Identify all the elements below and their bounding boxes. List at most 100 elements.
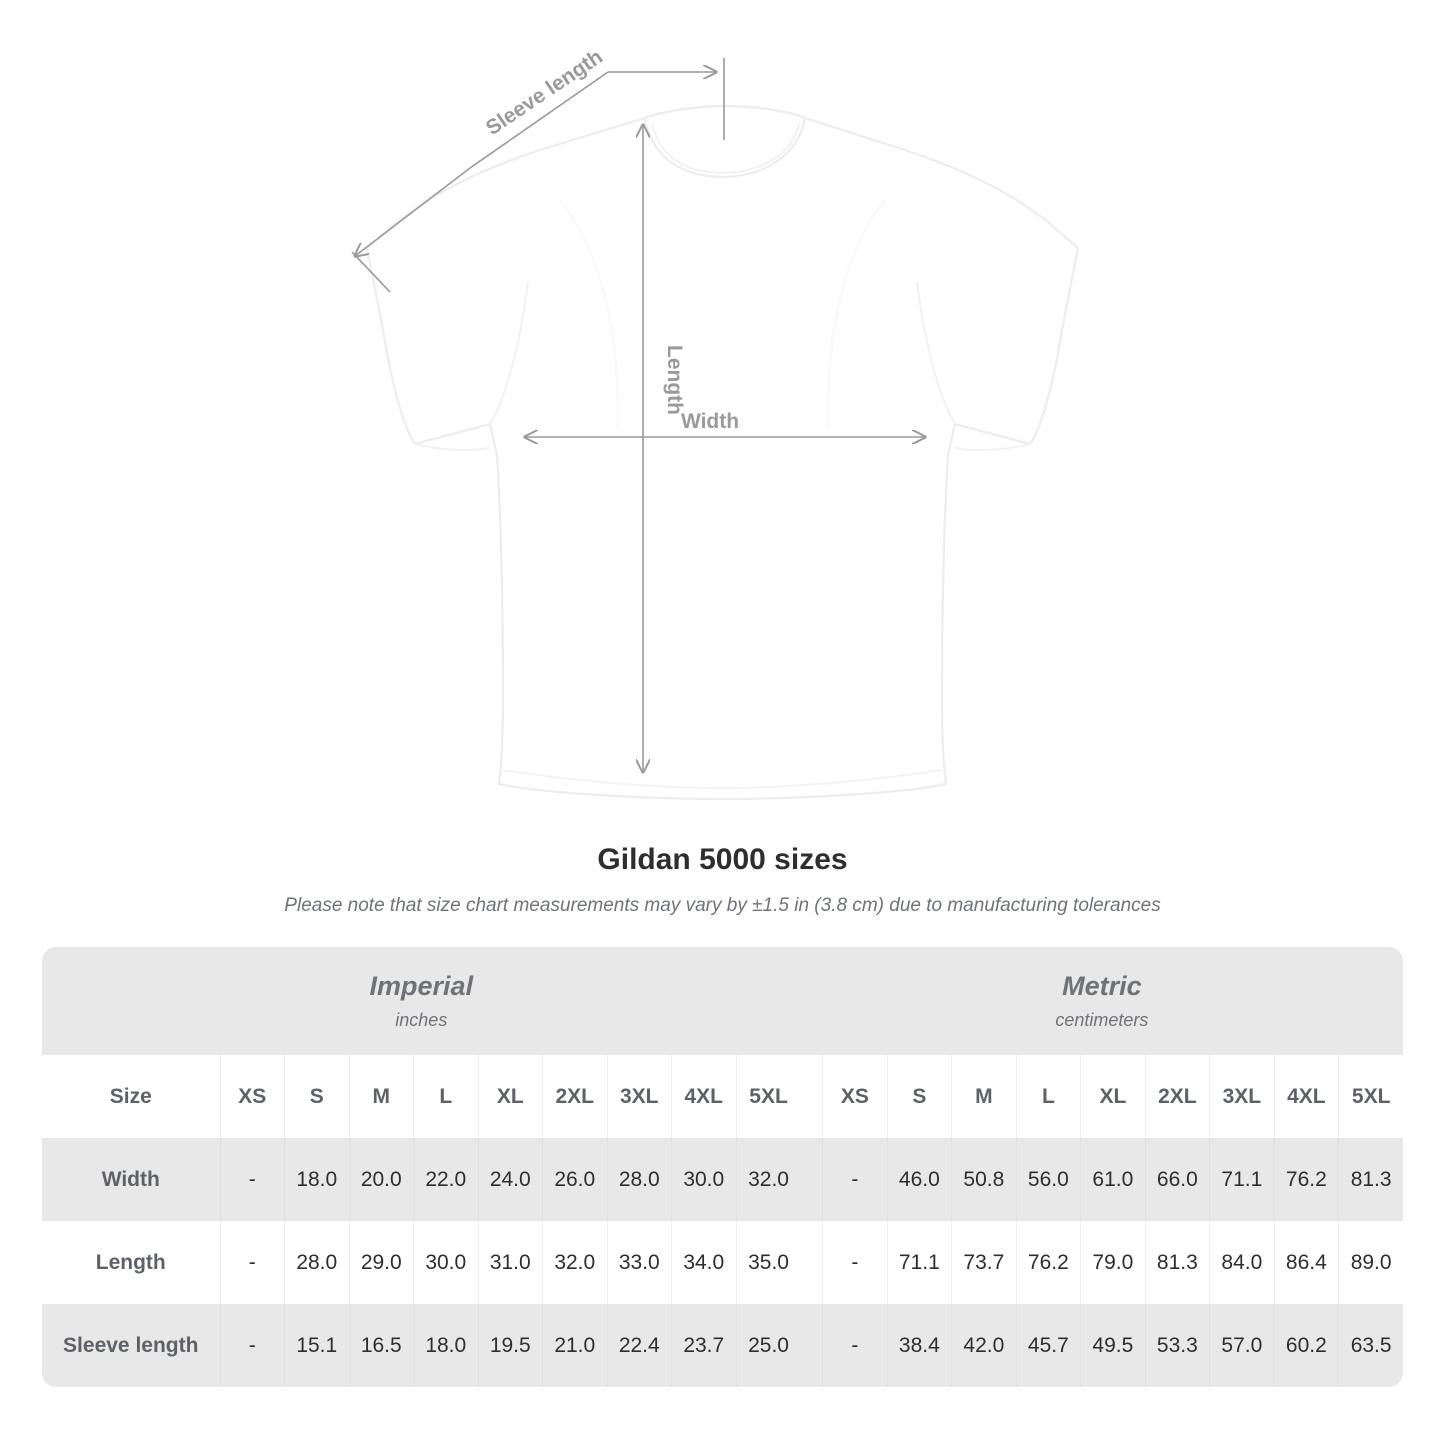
- cell-imperial-width-2xl: 26.0: [542, 1138, 607, 1221]
- cell-imperial-length-4xl: 34.0: [671, 1221, 736, 1304]
- size-header-imperial-xs: XS: [219, 1055, 285, 1138]
- cell-metric-length-m: 73.7: [951, 1221, 1017, 1304]
- cell-imperial-sleeve-length-2xl: 21.0: [542, 1304, 607, 1387]
- cell-metric-width-l: 56.0: [1015, 1138, 1081, 1221]
- unit-divider-spacer: [800, 1304, 823, 1387]
- size-header-metric-5xl: 5XL: [1338, 1055, 1404, 1138]
- cell-metric-length-xs: -: [822, 1221, 888, 1304]
- cell-imperial-width-4xl: 30.0: [671, 1138, 736, 1221]
- cell-metric-sleeve-length-5xl: 63.5: [1338, 1304, 1404, 1387]
- size-header-row: Size XS S M L XL 2XL 3XL 4XL 5XL XS S M L XL 2XL 3XL 4XL 5…: [42, 1055, 1404, 1138]
- unit-divider-spacer: [800, 1221, 823, 1304]
- table-row: Sleeve length -15.1 16.5 18.0 19.5 21.0 22.4 23…: [42, 1304, 1404, 1387]
- cell-imperial-width-3xl: 28.0: [606, 1138, 672, 1221]
- length-label: Length: [663, 345, 686, 415]
- cell-metric-width-s: 46.0: [886, 1138, 952, 1221]
- size-chart-table: Imperial inches Metric centimeters Size XS S M L…: [42, 947, 1404, 1387]
- imperial-unit-name: Imperial: [369, 971, 474, 1001]
- size-chart-table-wrapper: Imperial inches Metric centimeters Size XS S M L…: [42, 947, 1404, 1387]
- size-column-header: Size: [42, 1055, 220, 1138]
- cell-metric-sleeve-length-s: 38.4: [886, 1304, 952, 1387]
- cell-metric-sleeve-length-m: 42.0: [951, 1304, 1017, 1387]
- cell-imperial-length-2xl: 32.0: [542, 1221, 607, 1304]
- metric-unit-sub: centimeters: [1055, 1010, 1149, 1030]
- size-header-metric-xl: XL: [1080, 1055, 1146, 1138]
- cell-metric-length-xl: 79.0: [1080, 1221, 1146, 1304]
- cell-imperial-width-xl: 24.0: [477, 1138, 543, 1221]
- size-header-metric-l: L: [1015, 1055, 1081, 1138]
- page-title: Gildan 5000 sizes: [597, 843, 848, 876]
- unit-divider-spacer: [800, 1138, 823, 1221]
- size-header-metric-3xl: 3XL: [1209, 1055, 1275, 1138]
- cell-imperial-sleeve-length-xl: 19.5: [477, 1304, 543, 1387]
- cell-metric-width-3xl: 71.1: [1209, 1138, 1275, 1221]
- table-row: Width -18.0 20.0 22.0 24.0 26.0 28.0 30.0 32.0-4…: [42, 1138, 1404, 1221]
- cell-imperial-sleeve-length-s: 15.1: [284, 1304, 349, 1387]
- cell-metric-width-5xl: 81.3: [1338, 1138, 1404, 1221]
- cell-imperial-length-xs: -: [219, 1221, 285, 1304]
- cell-imperial-length-3xl: 33.0: [606, 1221, 672, 1304]
- cell-metric-length-4xl: 86.4: [1273, 1221, 1339, 1304]
- cell-metric-length-3xl: 84.0: [1209, 1221, 1275, 1304]
- tshirt-diagram: Sleeve length Length Width: [351, 45, 1080, 801]
- size-header-imperial-s: S: [284, 1055, 349, 1138]
- size-header-metric-xs: XS: [822, 1055, 888, 1138]
- size-header-imperial-m: M: [348, 1055, 414, 1138]
- metric-unit-name: Metric: [1062, 971, 1142, 1001]
- cell-imperial-width-l: 22.0: [413, 1138, 478, 1221]
- cell-imperial-length-m: 29.0: [348, 1221, 414, 1304]
- cell-imperial-sleeve-length-4xl: 23.7: [671, 1304, 736, 1387]
- cell-imperial-width-5xl: 32.0: [735, 1138, 801, 1221]
- row-label-sleeve-length: Sleeve length: [42, 1304, 220, 1387]
- size-header-imperial-l: L: [413, 1055, 478, 1138]
- cell-metric-sleeve-length-l: 45.7: [1015, 1304, 1081, 1387]
- cell-metric-length-2xl: 81.3: [1144, 1221, 1210, 1304]
- metric-banner-cell: Metric centimeters: [800, 947, 1404, 1055]
- size-header-metric-2xl: 2XL: [1144, 1055, 1210, 1138]
- size-header-imperial-xl: XL: [477, 1055, 543, 1138]
- cell-imperial-sleeve-length-l: 18.0: [413, 1304, 478, 1387]
- chart-title-block: Gildan 5000 sizes Please note that size …: [0, 840, 1445, 918]
- unit-divider-spacer: [800, 1055, 823, 1138]
- size-header-metric-4xl: 4XL: [1273, 1055, 1339, 1138]
- cell-imperial-length-l: 30.0: [413, 1221, 478, 1304]
- cell-imperial-sleeve-length-m: 16.5: [348, 1304, 414, 1387]
- cell-imperial-width-m: 20.0: [348, 1138, 414, 1221]
- size-header-imperial-2xl: 2XL: [542, 1055, 607, 1138]
- sleeve-length-measure: [351, 58, 725, 293]
- cell-imperial-length-s: 28.0: [284, 1221, 349, 1304]
- size-header-imperial-4xl: 4XL: [671, 1055, 736, 1138]
- row-label-width: Width: [42, 1138, 220, 1221]
- cell-metric-length-l: 76.2: [1015, 1221, 1081, 1304]
- size-header-metric-s: S: [886, 1055, 952, 1138]
- row-label-length: Length: [42, 1221, 220, 1304]
- cell-imperial-width-xs: -: [219, 1138, 285, 1221]
- cell-metric-width-m: 50.8: [951, 1138, 1017, 1221]
- cell-metric-sleeve-length-3xl: 57.0: [1209, 1304, 1275, 1387]
- cell-imperial-width-s: 18.0: [284, 1138, 349, 1221]
- cell-metric-width-xs: -: [822, 1138, 888, 1221]
- sleeve-length-label: Sleeve length: [482, 45, 607, 140]
- width-label: Width: [681, 410, 739, 433]
- cell-metric-sleeve-length-xl: 49.5: [1080, 1304, 1146, 1387]
- cell-metric-length-5xl: 89.0: [1338, 1221, 1404, 1304]
- cell-metric-length-s: 71.1: [886, 1221, 952, 1304]
- cell-imperial-length-5xl: 35.0: [735, 1221, 801, 1304]
- imperial-banner-cell: Imperial inches: [42, 947, 801, 1055]
- tolerance-note: Please note that size chart measurements…: [284, 895, 1161, 916]
- unit-banner-row: Imperial inches Metric centimeters: [42, 947, 1404, 1055]
- cell-metric-sleeve-length-xs: -: [822, 1304, 888, 1387]
- cell-metric-sleeve-length-2xl: 53.3: [1144, 1304, 1210, 1387]
- cell-imperial-length-xl: 31.0: [477, 1221, 543, 1304]
- cell-imperial-sleeve-length-5xl: 25.0: [735, 1304, 801, 1387]
- cell-metric-width-xl: 61.0: [1080, 1138, 1146, 1221]
- cell-imperial-sleeve-length-xs: -: [219, 1304, 285, 1387]
- size-header-imperial-3xl: 3XL: [606, 1055, 672, 1138]
- imperial-unit-sub: inches: [395, 1010, 448, 1030]
- cell-imperial-sleeve-length-3xl: 22.4: [606, 1304, 672, 1387]
- tshirt-illustration: Sleeve length Length Width: [351, 45, 1080, 801]
- cell-metric-width-2xl: 66.0: [1144, 1138, 1210, 1221]
- table-row: Length -28.0 29.0 30.0 31.0 32.0 33.0 34.0 35.0-…: [42, 1221, 1404, 1304]
- size-header-imperial-5xl: 5XL: [735, 1055, 801, 1138]
- size-header-metric-m: M: [951, 1055, 1017, 1138]
